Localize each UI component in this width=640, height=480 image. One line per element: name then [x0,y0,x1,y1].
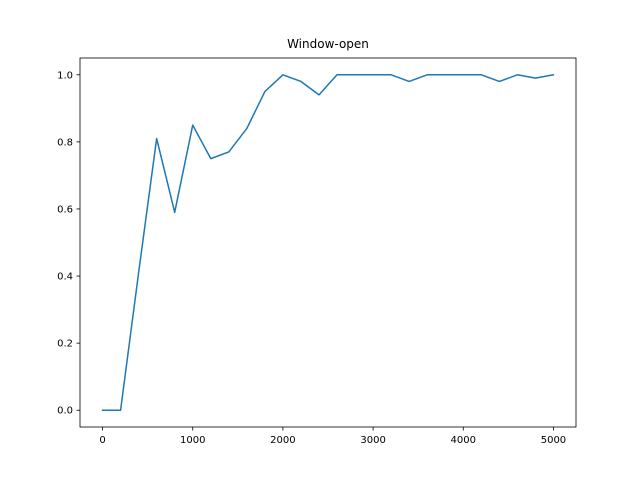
y-tick-label: 0.0 [57,406,73,417]
chart-title: Window-open [287,37,369,51]
x-tick-label: 2000 [270,435,295,446]
y-tick-label: 0.8 [57,137,73,148]
y-tick-label: 1.0 [57,70,73,81]
y-tick-label: 0.6 [57,204,73,215]
series-line [101,73,555,411]
x-tick-label: 3000 [360,435,385,446]
x-tick-label: 1000 [180,435,205,446]
x-tick-label: 5000 [541,435,566,446]
x-tick-label: 0 [99,435,105,446]
x-tick-label: 4000 [451,435,476,446]
y-tick-label: 0.4 [57,272,73,283]
y-tick-label: 0.2 [57,339,73,350]
plot-frame [79,57,577,428]
